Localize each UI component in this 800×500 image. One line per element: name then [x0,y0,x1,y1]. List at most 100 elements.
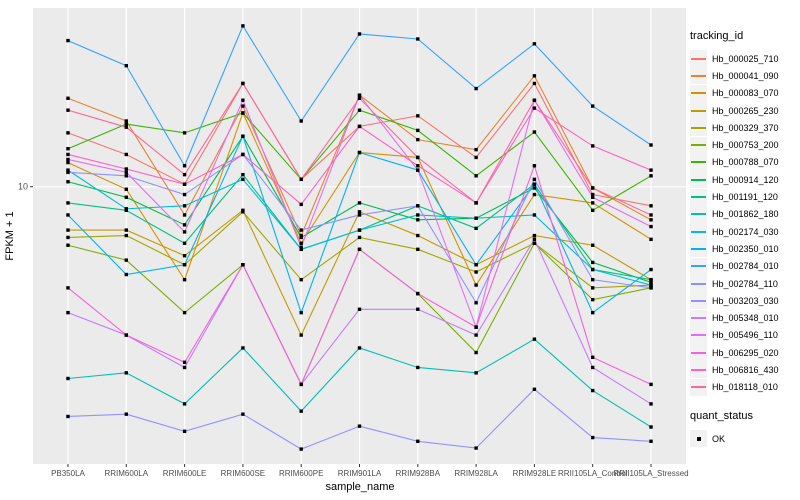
legend-item: Hb_000025_710 [690,50,800,68]
legend-item: Hb_005496_110 [690,326,800,344]
legend-key-line-icon [690,309,707,327]
data-point [416,114,420,118]
data-point [532,186,537,190]
data-point [66,96,70,100]
data-point [124,187,128,191]
data-point [591,201,595,205]
data-point [591,186,595,190]
data-point [649,382,653,387]
legend-key-line-icon [690,67,707,85]
legend-item-label: Hb_000788_070 [712,157,779,168]
legend-item-label: Hb_002784_110 [712,278,778,289]
data-point [182,164,187,168]
data-point [474,263,478,267]
data-point [649,143,653,147]
legend-key-line-icon [690,326,707,344]
legend-item-label: Hb_001862_180 [712,209,779,220]
x-tick-label: RRIM600PE [279,469,323,478]
legend-key-line-icon [690,188,707,206]
legend-item-label: Hb_005496_110 [712,330,778,341]
data-point [299,233,303,238]
data-point [532,106,537,110]
data-point [182,263,187,267]
axis-ticks [30,186,652,467]
data-point [649,286,653,290]
legend-item-label: Hb_000025_710 [712,53,779,64]
data-point [591,260,595,265]
legend-item-label: Hb_002784_010 [712,261,779,272]
data-point [532,233,537,238]
data-point [416,164,420,168]
legend-item-label: Hb_001191_120 [712,192,778,203]
legend-items: Hb_000025_710 Hb_000041_090 Hb_000083_070 H… [690,50,800,396]
data-point [357,424,362,428]
data-point [182,172,187,177]
legend-item: Hb_002784_010 [690,257,800,275]
legend-item-label: Hb_006295_020 [712,347,779,358]
x-axis-title: sample_name [325,481,394,493]
legend-item: Hb_000914_120 [690,171,800,189]
data-point [124,412,128,416]
data-point [357,346,362,350]
legend-item-label: Hb_000753_200 [712,140,779,151]
data-point [474,283,478,287]
data-point [416,155,420,160]
legend-item: Hb_001862_180 [690,205,800,223]
data-point [591,243,595,247]
data-point [66,168,70,172]
data-point [591,267,595,272]
data-point [299,177,303,182]
data-point [532,337,537,341]
legend-item-label: Hb_005348_010 [712,313,779,324]
data-point [416,128,420,133]
data-points [66,24,653,451]
x-tick-label: RRII105LA_Control [558,469,628,478]
data-point [357,213,362,217]
data-point [241,152,245,157]
data-point [182,277,187,282]
x-tick-label: RRIM600SE [221,469,265,478]
data-point [591,365,595,370]
data-point [241,263,245,267]
data-point [357,93,362,97]
data-point [357,150,362,155]
data-point [416,439,420,443]
data-point [416,247,420,252]
data-point [182,230,187,234]
x-tick-label: RRIM600LE [163,469,207,478]
data-point [66,235,70,240]
legend-item-label: Hb_000914_120 [712,174,779,185]
data-point [357,108,362,112]
data-point [474,446,478,450]
data-point [649,174,653,178]
data-point [532,177,537,182]
data-point [357,235,362,240]
legend-key-line-icon [690,361,707,379]
data-point [299,235,303,240]
data-point [299,245,303,249]
data-point [299,202,303,207]
chart-canvas: PB350LA RRIM600LA RRIM600LE RRIM600SE RRIM60… [4,8,689,493]
legend-key-line-icon [690,102,707,120]
legend-item: Hb_001191_120 [690,188,800,206]
data-point [124,195,128,199]
legend-key-line-icon [690,275,707,292]
legend-item: Hb_002350_010 [690,240,800,258]
data-point [241,177,245,182]
legend-item-label: Hb_002174_030 [712,226,779,237]
x-tick-label: RRII105LA_Stressed [613,469,688,478]
data-point [182,254,187,258]
data-point [649,237,653,242]
legend-item: Hb_005348_010 [690,309,800,327]
data-point [532,74,537,78]
x-tick-label: RRIM928BA [396,469,441,478]
legend-item-label: Hb_003203_030 [712,295,779,306]
data-point [182,429,187,433]
legend-item-label: Hb_000329_370 [712,122,779,133]
data-point [532,130,537,134]
legend-key-line-icon [690,292,707,310]
data-point [532,241,537,245]
data-point [474,86,478,91]
data-point [124,125,128,129]
